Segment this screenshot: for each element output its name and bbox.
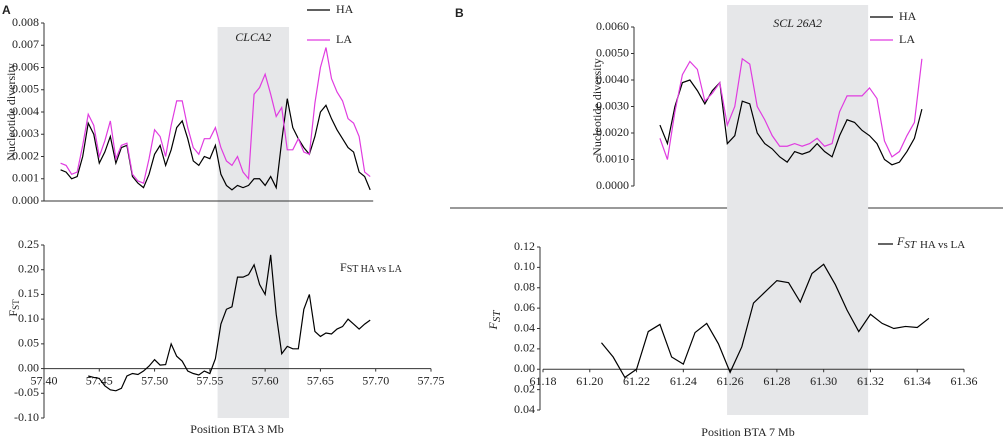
y-tick-label: 0.0050: [596, 45, 629, 59]
y-axis-label: Nucleotide diversity: [4, 63, 18, 161]
y-tick-label: 0.002: [12, 148, 39, 162]
y-axis-label: FST: [486, 310, 503, 331]
annotation-main: F: [340, 260, 347, 274]
x-tick-label: 61.24: [670, 374, 697, 388]
panel-letter: B: [455, 6, 464, 20]
legend-main: F: [896, 234, 905, 248]
y-tick-label: 0.00: [514, 361, 535, 375]
legend-label: FST HA vs LA: [896, 234, 965, 251]
y-axis-label-main: Nucleotide diversity: [4, 63, 18, 161]
x-tick-label: 57.70: [362, 373, 389, 387]
x-tick-label: 57.40: [31, 373, 58, 387]
x-tick-label: 61.36: [951, 374, 978, 388]
highlight-band: [217, 27, 290, 418]
x-tick-label: 57.45: [86, 373, 113, 387]
y-tick-label: 0.02: [514, 381, 535, 395]
y-axis-label-main: F: [6, 310, 20, 317]
y-tick-label: 0.0010: [596, 151, 629, 165]
x-tick-label: 57.55: [196, 373, 223, 387]
legend-suffix: HA vs LA: [920, 239, 965, 251]
y-tick-label: 0.005: [12, 82, 39, 96]
y-tick-label: 0.12: [514, 239, 535, 253]
x-tick-label: 61.28: [763, 374, 790, 388]
y-tick-label: 0.0020: [596, 125, 629, 139]
x-tick-label: 61.18: [530, 374, 557, 388]
data-line: [601, 263, 930, 379]
highlight-label: CLCA2: [235, 30, 271, 44]
x-tick-label: 57.75: [418, 373, 445, 387]
x-axis-label: Position BTA 3 Mb: [190, 422, 283, 436]
y-tick-label: -0.10: [14, 410, 39, 424]
y-axis-label-sub: ST: [11, 299, 21, 310]
y-axis-label-main: Nucleotide diversity: [590, 58, 604, 156]
y-tick-label: 0.08: [514, 280, 535, 294]
highlight-band: [727, 5, 869, 415]
y-tick-label: 0.06: [514, 300, 535, 314]
x-tick-label: 61.32: [857, 374, 884, 388]
y-tick-label: -0.05: [14, 385, 39, 399]
data-line: [60, 98, 371, 191]
y-tick-label: 0.05: [18, 336, 39, 350]
y-tick-label: 0.001: [12, 171, 39, 185]
legend-label: LA: [899, 32, 915, 46]
x-tick-label: 57.60: [252, 373, 279, 387]
y-tick-label: 0.0040: [596, 72, 629, 86]
x-axis-label: Position BTA 7 Mb: [701, 425, 794, 439]
y-tick-label: 0.003: [12, 126, 39, 140]
y-tick-label: 0.008: [12, 15, 39, 29]
legend-label: LA: [336, 32, 352, 46]
x-tick-label: 61.34: [904, 374, 931, 388]
y-tick-label: 0.007: [12, 37, 39, 51]
y-tick-label: 0.004: [12, 104, 39, 118]
y-tick-label: 0.10: [514, 259, 535, 273]
data-line: [60, 47, 371, 185]
y-tick-label: 0.006: [12, 59, 39, 73]
y-tick-label: 0.0060: [596, 19, 629, 33]
x-tick-label: 61.30: [810, 374, 837, 388]
y-tick-label: 0.0030: [596, 98, 629, 112]
y-tick-label: 0.0000: [596, 178, 629, 192]
y-tick-label: 0.15: [18, 286, 39, 300]
panel-letter: A: [2, 3, 11, 17]
highlight-label: SCL 26A2: [773, 16, 822, 30]
x-tick-label: 61.20: [576, 374, 603, 388]
data-line: [659, 79, 923, 166]
y-axis-label-sub: ST: [491, 310, 503, 323]
y-tick-label: 0.00: [18, 360, 39, 374]
y-tick-label: 0.000: [12, 193, 39, 207]
y-axis-label-main: F: [486, 321, 500, 330]
legend-label: HA: [899, 9, 917, 23]
legend-label: HA: [336, 2, 354, 16]
y-axis-label: Nucleotide diversity: [590, 58, 604, 156]
x-tick-label: 61.22: [623, 374, 650, 388]
legend-sub: ST: [904, 239, 917, 251]
x-tick-label: 61.26: [717, 374, 744, 388]
y-tick-label: 0.04: [514, 402, 535, 416]
y-axis-label: FST: [6, 299, 21, 317]
x-tick-label: 57.65: [307, 373, 334, 387]
x-tick-label: 57.50: [141, 373, 168, 387]
annotation: FST HA vs LA: [340, 260, 403, 276]
y-tick-label: 0.04: [514, 320, 535, 334]
y-tick-label: 0.10: [18, 311, 39, 325]
y-tick-label: 0.20: [18, 261, 39, 275]
annotation-sub: ST HA vs LA: [347, 264, 403, 275]
y-tick-label: 0.02: [514, 341, 535, 355]
data-line: [88, 254, 371, 392]
y-tick-label: 0.25: [18, 237, 39, 251]
data-line: [659, 57, 923, 160]
